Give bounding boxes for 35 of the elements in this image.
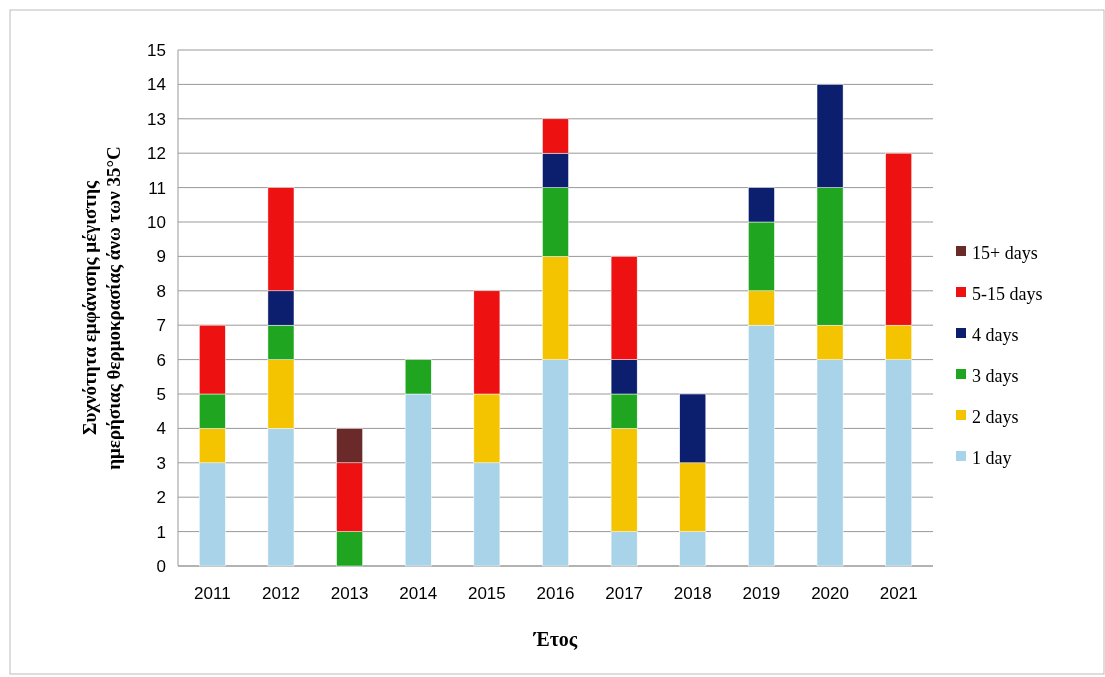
x-tick-label: 2017 [605, 584, 644, 603]
legend-label: 2 days [972, 407, 1019, 428]
x-tick-label: 2012 [262, 584, 300, 603]
y-tick-label: 2 [156, 488, 166, 508]
y-tick-label: 9 [156, 247, 166, 267]
x-tick-label: 2021 [879, 584, 918, 603]
y-tick-label: 13 [147, 109, 166, 129]
x-tick-label: 2019 [742, 584, 781, 603]
y-tick-label: 4 [156, 419, 166, 439]
x-tick-label: 2013 [330, 584, 369, 603]
x-axis-title: Έτος [532, 628, 578, 651]
x-tick-label: 2015 [467, 584, 506, 603]
legend-label: 1 day [972, 448, 1012, 469]
y-tick-label: 14 [147, 75, 166, 95]
y-tick-label: 8 [156, 281, 166, 301]
x-tick-label: 2020 [811, 584, 849, 603]
y-tick-label: 15 [147, 40, 166, 60]
y-axis-title: Συχνότητα εμφάνισης μέγιστης ημερήσιας θερμοκρασίας άνω των 35°C [79, 146, 124, 470]
legend-label: 15+ days [972, 243, 1038, 264]
x-tick-label: 2011 [194, 584, 231, 603]
y-tick-label: 1 [156, 522, 166, 542]
legend-label: 5-15 days [972, 284, 1043, 305]
y-tick-label: 12 [147, 144, 166, 164]
y-tick-label: 7 [156, 316, 166, 336]
x-tick-label: 2016 [536, 584, 575, 603]
legend-label: 3 days [972, 366, 1019, 387]
y-tick-label: 10 [147, 212, 166, 232]
y-tick-label: 11 [148, 178, 166, 198]
legend-label: 4 days [972, 325, 1019, 346]
x-tick-label: 2014 [399, 584, 438, 603]
y-tick-label: 6 [156, 350, 166, 370]
y-tick-label: 3 [156, 453, 166, 473]
y-tick-label: 5 [156, 384, 166, 404]
x-tick-label: 2018 [673, 584, 712, 603]
y-tick-label: 0 [156, 556, 166, 576]
